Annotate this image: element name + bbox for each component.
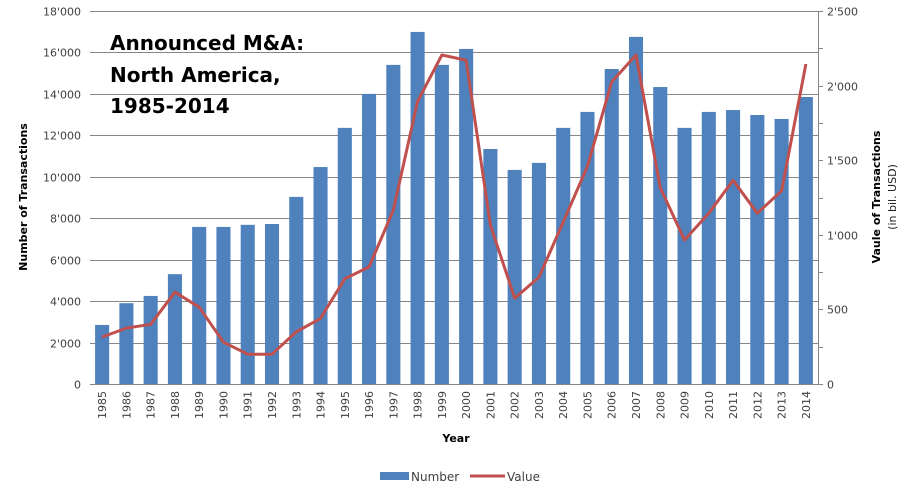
x-tick-label: 2003 [533, 391, 546, 419]
axes [90, 11, 819, 385]
x-tick-label: 2000 [460, 391, 473, 419]
bar-2009 [677, 127, 692, 384]
bar-1996 [362, 93, 377, 384]
left-tick-label: 18'000 [43, 6, 81, 19]
bar-series-number [95, 31, 813, 385]
right-tick-label: 1'500 [827, 155, 858, 168]
chart-title-line-2: North America, [110, 63, 281, 87]
chart-title-line-1: Announced M&A: [110, 31, 304, 55]
legend: Number Value [380, 470, 540, 484]
left-tick-label: 0 [74, 379, 81, 392]
bar-1988 [167, 274, 182, 384]
x-tick-label: 2005 [581, 391, 594, 419]
bar-1998 [410, 31, 425, 385]
x-axis-title: Year [441, 432, 470, 445]
left-tick-label: 16'000 [43, 47, 81, 60]
bar-2006 [604, 69, 619, 385]
x-tick-label: 1986 [120, 391, 133, 419]
left-tick-label: 14'000 [43, 89, 81, 102]
chart-title-line-3: 1985-2014 [110, 94, 230, 118]
bar-1999 [434, 64, 449, 384]
bar-2000 [459, 48, 474, 385]
x-tick-label: 1991 [242, 391, 255, 419]
bar-2012 [750, 115, 765, 384]
x-tick-label: 1993 [290, 391, 303, 419]
bar-1985 [95, 324, 110, 384]
x-tick-label: 1992 [266, 391, 279, 419]
left-axis-title: Number of Transactions [17, 123, 30, 271]
bar-2010 [701, 111, 716, 384]
x-tick-label: 2008 [654, 391, 667, 419]
x-tick-label: 1996 [363, 391, 376, 419]
x-tick-label: 2007 [630, 391, 643, 419]
bar-1993 [289, 196, 304, 384]
x-tick-label: 2004 [557, 391, 570, 419]
right-axis-title: Vaule of Transactions [870, 130, 883, 263]
x-tick-label: 1988 [169, 391, 182, 419]
right-tick-label: 2'500 [827, 6, 858, 19]
x-tick-label: 1989 [193, 391, 206, 419]
left-tick-label: 6'000 [50, 255, 81, 268]
left-axis-ticks: 0 2'000 4'000 6'000 8'000 10'000 12'000 14'000 1… [43, 6, 81, 392]
x-axis-ticks: 1985 1986 1987 1988 1989 1990 1991 1992 1993 1994… [96, 391, 813, 419]
right-tick-label: 500 [827, 304, 848, 317]
line-series-value [101, 53, 808, 356]
x-tick-label: 1987 [145, 391, 158, 419]
left-tick-label: 4'000 [50, 296, 81, 309]
x-tick-label: 2013 [776, 391, 789, 419]
bar-2014 [798, 96, 813, 384]
bar-1991 [240, 224, 255, 384]
right-tick-label: 0 [827, 379, 834, 392]
left-tick-label: 8'000 [50, 213, 81, 226]
x-tick-label: 1999 [436, 391, 449, 419]
chart-title: Announced M&A: North America, 1985-2014 [110, 31, 304, 118]
right-axis-ticks: 0 500 1'000 1'500 2'000 2'500 [818, 6, 858, 392]
bar-2005 [580, 111, 595, 384]
left-tick-label: 2'000 [50, 338, 81, 351]
legend-label-number: Number [411, 470, 459, 484]
x-tick-label: 2012 [751, 391, 764, 419]
right-axis-subtitle: (in bil. USD) [886, 164, 899, 230]
x-tick-label: 1998 [412, 391, 425, 419]
bar-2003 [531, 162, 546, 384]
x-tick-label: 1985 [96, 391, 109, 419]
right-tick-label: 2'000 [827, 81, 858, 94]
right-tick-label: 1'000 [827, 230, 858, 243]
left-tick-label: 10'000 [43, 172, 81, 185]
gridlines [90, 11, 818, 344]
value-line [101, 53, 808, 356]
bar-2004 [556, 127, 571, 384]
bar-1986 [119, 303, 134, 384]
x-tick-label: 2002 [509, 391, 522, 419]
x-tick-label: 2001 [484, 391, 497, 419]
x-tick-label: 2011 [727, 391, 740, 419]
legend-label-value: Value [507, 470, 540, 484]
bar-2011 [726, 110, 741, 385]
bar-2002 [507, 169, 522, 384]
bar-1997 [386, 64, 401, 384]
bar-1987 [143, 295, 158, 384]
x-tick-label: 2006 [606, 391, 619, 419]
bar-1992 [264, 224, 280, 384]
bar-1990 [216, 226, 231, 384]
x-tick-label: 2010 [703, 391, 716, 419]
bar-1994 [313, 167, 328, 384]
left-tick-label: 12'000 [43, 130, 81, 143]
bar-2008 [653, 87, 668, 385]
bar-2007 [628, 36, 644, 385]
legend-swatch-number [380, 472, 409, 480]
bar-2013 [774, 118, 789, 385]
x-tick-label: 1990 [217, 391, 230, 419]
x-tick-label: 1994 [315, 391, 328, 419]
x-tick-label: 2009 [679, 391, 692, 419]
x-tick-label: 1995 [339, 391, 352, 419]
bar-1995 [337, 127, 352, 384]
x-tick-label: 1997 [387, 391, 400, 419]
x-tick-label: 2014 [800, 391, 813, 419]
